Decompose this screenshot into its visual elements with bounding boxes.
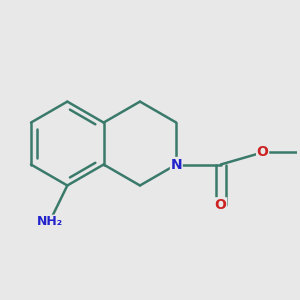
Text: O: O — [257, 146, 268, 159]
Text: N: N — [170, 158, 182, 172]
Text: O: O — [215, 198, 226, 212]
Text: NH₂: NH₂ — [37, 215, 63, 228]
